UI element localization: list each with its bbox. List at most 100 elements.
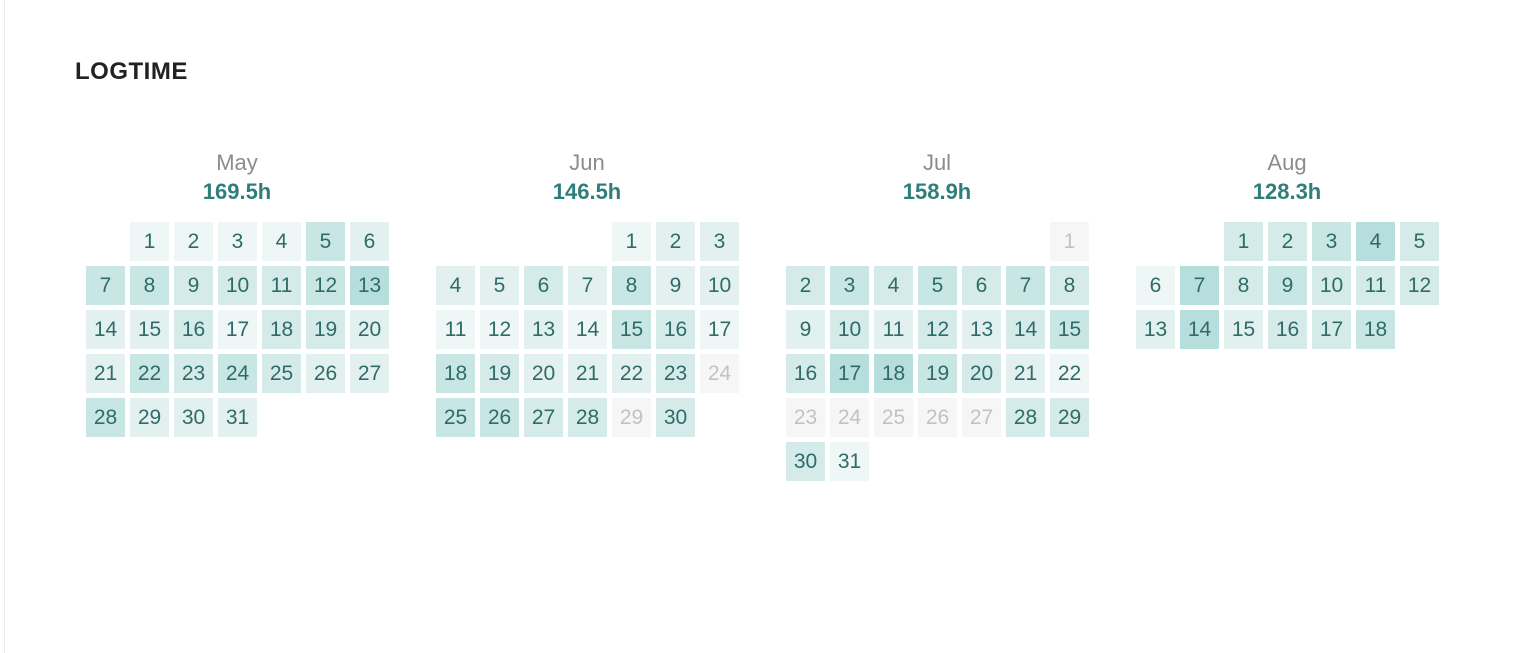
day-cell[interactable]: 21 (86, 354, 125, 393)
day-cell[interactable]: 7 (1180, 266, 1219, 305)
day-cell[interactable]: 30 (174, 398, 213, 437)
day-cell[interactable]: 14 (86, 310, 125, 349)
day-cell[interactable]: 26 (480, 398, 519, 437)
day-cell[interactable]: 3 (830, 266, 869, 305)
day-cell[interactable]: 2 (174, 222, 213, 261)
day-cell[interactable]: 15 (130, 310, 169, 349)
day-cell[interactable]: 23 (786, 398, 825, 437)
day-cell[interactable]: 12 (1400, 266, 1439, 305)
day-cell[interactable]: 14 (568, 310, 607, 349)
day-cell[interactable]: 8 (612, 266, 651, 305)
day-cell[interactable]: 13 (350, 266, 389, 305)
day-cell[interactable]: 28 (1006, 398, 1045, 437)
day-cell[interactable]: 26 (306, 354, 345, 393)
day-cell[interactable]: 24 (700, 354, 739, 393)
day-cell[interactable]: 17 (700, 310, 739, 349)
day-cell[interactable]: 10 (700, 266, 739, 305)
day-cell[interactable]: 9 (174, 266, 213, 305)
day-cell[interactable]: 25 (874, 398, 913, 437)
day-cell[interactable]: 20 (350, 310, 389, 349)
day-cell[interactable]: 21 (568, 354, 607, 393)
day-cell[interactable]: 13 (962, 310, 1001, 349)
day-cell[interactable]: 1 (612, 222, 651, 261)
day-cell[interactable]: 3 (218, 222, 257, 261)
day-cell[interactable]: 11 (1356, 266, 1395, 305)
day-cell[interactable]: 4 (1356, 222, 1395, 261)
day-cell[interactable]: 6 (962, 266, 1001, 305)
day-cell[interactable]: 2 (786, 266, 825, 305)
day-cell[interactable]: 6 (1136, 266, 1175, 305)
day-cell[interactable]: 17 (218, 310, 257, 349)
day-cell[interactable]: 18 (436, 354, 475, 393)
day-cell[interactable]: 1 (1050, 222, 1089, 261)
day-cell[interactable]: 4 (874, 266, 913, 305)
day-cell[interactable]: 2 (656, 222, 695, 261)
day-cell[interactable]: 7 (86, 266, 125, 305)
day-cell[interactable]: 21 (1006, 354, 1045, 393)
day-cell[interactable]: 16 (656, 310, 695, 349)
day-cell[interactable]: 17 (830, 354, 869, 393)
day-cell[interactable]: 26 (918, 398, 957, 437)
day-cell[interactable]: 27 (350, 354, 389, 393)
day-cell[interactable]: 16 (174, 310, 213, 349)
day-cell[interactable]: 11 (262, 266, 301, 305)
day-cell[interactable]: 19 (918, 354, 957, 393)
day-cell[interactable]: 15 (1050, 310, 1089, 349)
day-cell[interactable]: 16 (1268, 310, 1307, 349)
day-cell[interactable]: 12 (480, 310, 519, 349)
day-cell[interactable]: 18 (874, 354, 913, 393)
day-cell[interactable]: 14 (1006, 310, 1045, 349)
day-cell[interactable]: 29 (1050, 398, 1089, 437)
day-cell[interactable]: 28 (568, 398, 607, 437)
day-cell[interactable]: 27 (962, 398, 1001, 437)
day-cell[interactable]: 24 (218, 354, 257, 393)
day-cell[interactable]: 30 (786, 442, 825, 481)
day-cell[interactable]: 4 (262, 222, 301, 261)
day-cell[interactable]: 17 (1312, 310, 1351, 349)
day-cell[interactable]: 30 (656, 398, 695, 437)
day-cell[interactable]: 4 (436, 266, 475, 305)
day-cell[interactable]: 29 (130, 398, 169, 437)
day-cell[interactable]: 10 (830, 310, 869, 349)
day-cell[interactable]: 5 (1400, 222, 1439, 261)
day-cell[interactable]: 9 (656, 266, 695, 305)
day-cell[interactable]: 19 (306, 310, 345, 349)
day-cell[interactable]: 22 (130, 354, 169, 393)
day-cell[interactable]: 8 (1050, 266, 1089, 305)
day-cell[interactable]: 10 (218, 266, 257, 305)
day-cell[interactable]: 27 (524, 398, 563, 437)
day-cell[interactable]: 3 (1312, 222, 1351, 261)
day-cell[interactable]: 6 (350, 222, 389, 261)
day-cell[interactable]: 20 (524, 354, 563, 393)
day-cell[interactable]: 31 (218, 398, 257, 437)
day-cell[interactable]: 9 (1268, 266, 1307, 305)
day-cell[interactable]: 15 (1224, 310, 1263, 349)
day-cell[interactable]: 18 (1356, 310, 1395, 349)
day-cell[interactable]: 23 (656, 354, 695, 393)
day-cell[interactable]: 5 (480, 266, 519, 305)
day-cell[interactable]: 8 (1224, 266, 1263, 305)
day-cell[interactable]: 11 (436, 310, 475, 349)
day-cell[interactable]: 22 (612, 354, 651, 393)
day-cell[interactable]: 6 (524, 266, 563, 305)
day-cell[interactable]: 28 (86, 398, 125, 437)
day-cell[interactable]: 29 (612, 398, 651, 437)
day-cell[interactable]: 31 (830, 442, 869, 481)
day-cell[interactable]: 13 (1136, 310, 1175, 349)
day-cell[interactable]: 3 (700, 222, 739, 261)
day-cell[interactable]: 24 (830, 398, 869, 437)
day-cell[interactable]: 10 (1312, 266, 1351, 305)
day-cell[interactable]: 7 (568, 266, 607, 305)
day-cell[interactable]: 7 (1006, 266, 1045, 305)
day-cell[interactable]: 8 (130, 266, 169, 305)
day-cell[interactable]: 15 (612, 310, 651, 349)
day-cell[interactable]: 2 (1268, 222, 1307, 261)
day-cell[interactable]: 13 (524, 310, 563, 349)
day-cell[interactable]: 1 (130, 222, 169, 261)
day-cell[interactable]: 25 (262, 354, 301, 393)
day-cell[interactable]: 16 (786, 354, 825, 393)
day-cell[interactable]: 1 (1224, 222, 1263, 261)
day-cell[interactable]: 12 (306, 266, 345, 305)
day-cell[interactable]: 19 (480, 354, 519, 393)
day-cell[interactable]: 20 (962, 354, 1001, 393)
